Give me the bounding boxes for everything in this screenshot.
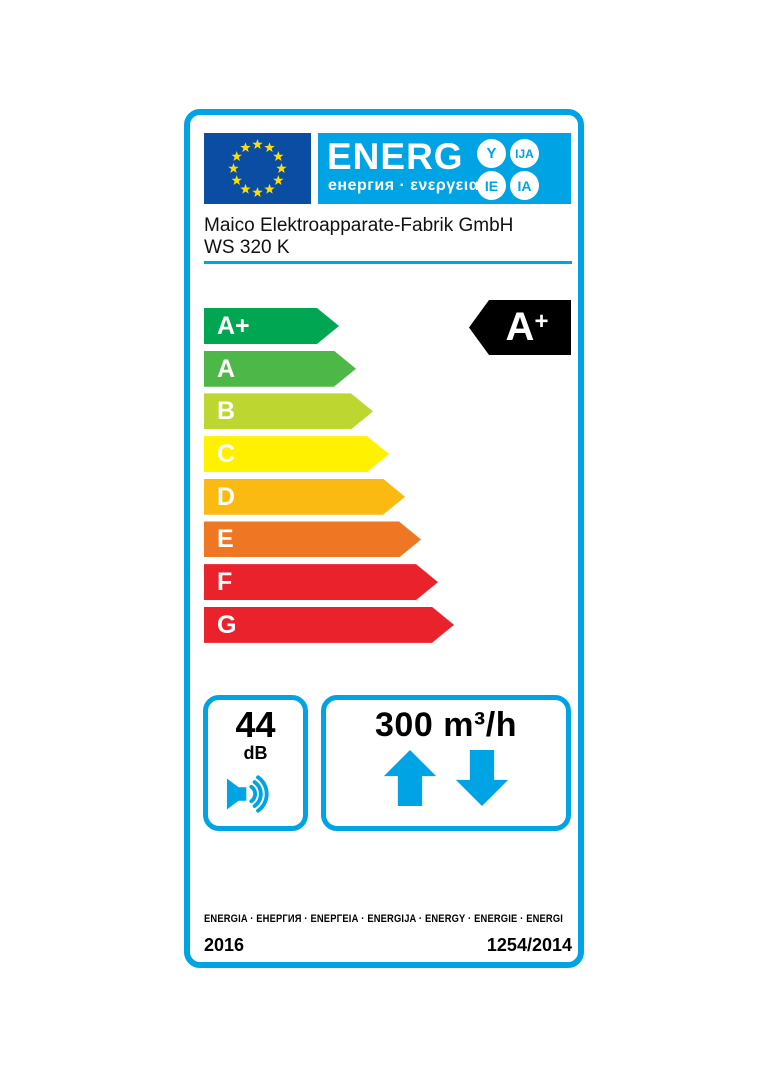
- scale-grade-label: A: [217, 354, 236, 383]
- energy-words: ENERGIA · ЕНЕРГИЯ · ΕΝΕΡΓΕΙΑ · ENERGIJA …: [204, 913, 564, 925]
- supplier-block: Maico Elektroapparate-Fabrik GmbH WS 320…: [204, 215, 572, 259]
- noise-value: 44: [235, 704, 276, 745]
- supplier-name: Maico Elektroapparate-Fabrik GmbH: [204, 215, 514, 236]
- airflow-unit: m³/h: [443, 706, 517, 744]
- arrow-up-icon: [383, 750, 437, 806]
- suffix-ie: IE: [484, 177, 499, 194]
- scale-arrow-e: E: [204, 521, 421, 557]
- scale-arrow-c: C: [204, 436, 389, 472]
- speaker-icon: [225, 770, 287, 823]
- suffix-circle-y: Y: [477, 139, 506, 168]
- airflow-box: 300 m³/h: [321, 695, 571, 831]
- eu-flag: [204, 133, 311, 204]
- rating-arrow: A +: [469, 300, 571, 355]
- eu-flag-stars-icon: [228, 139, 287, 197]
- energ-text: ENERG: [327, 136, 464, 177]
- regulation-number: 1254/2014: [486, 935, 572, 955]
- energy-label-frame: ENERG енергия · ενεργεια Y IJA IE IA Mai…: [184, 109, 584, 968]
- scale-arrow-a: A: [204, 351, 356, 387]
- airflow-arrows: [382, 747, 510, 809]
- efficiency-scale: A+ A B C D E F G: [204, 308, 454, 643]
- arrow-down-icon: [455, 750, 509, 806]
- rating-plus: +: [534, 307, 549, 335]
- energ-logo-box: ENERG енергия · ενεργεια Y IJA IE IA: [318, 133, 571, 204]
- airflow-value: 300: [375, 706, 434, 744]
- scale-grade-label: A+: [217, 312, 250, 340]
- rating-letter: A: [505, 305, 535, 349]
- scale-grade-label: B: [217, 397, 236, 426]
- suffix-circle-ie: IE: [477, 171, 506, 200]
- divider: [204, 261, 572, 264]
- scale-grade-label: F: [217, 568, 233, 597]
- scale-grade-label: D: [217, 482, 236, 511]
- suffix-y: Y: [486, 145, 497, 162]
- model-name: WS 320 K: [204, 237, 290, 258]
- scale-arrow-b: B: [204, 393, 373, 429]
- scale-grade-label: E: [217, 525, 234, 554]
- suffix-ia: IA: [517, 177, 532, 194]
- scale-arrow-d: D: [204, 479, 405, 515]
- noise-unit: dB: [243, 743, 268, 763]
- scale-grade-label: C: [217, 440, 236, 469]
- scale-arrow-g: G: [204, 607, 454, 643]
- suffix-circle-ija: IJA: [510, 139, 539, 168]
- suffix-circle-ia: IA: [510, 171, 539, 200]
- noise-box: 44 dB: [203, 695, 308, 831]
- scale-arrow-a-plus: A+: [204, 308, 339, 344]
- energ-subtext: енергия · ενεργεια: [328, 177, 480, 194]
- suffix-ija: IJA: [515, 146, 534, 161]
- footer-row: 2016 1254/2014: [204, 935, 572, 956]
- label-year: 2016: [204, 935, 245, 955]
- scale-arrow-f: F: [204, 564, 438, 600]
- airflow-value-row: 300 m³/h: [375, 705, 517, 745]
- scale-grade-label: G: [217, 610, 237, 639]
